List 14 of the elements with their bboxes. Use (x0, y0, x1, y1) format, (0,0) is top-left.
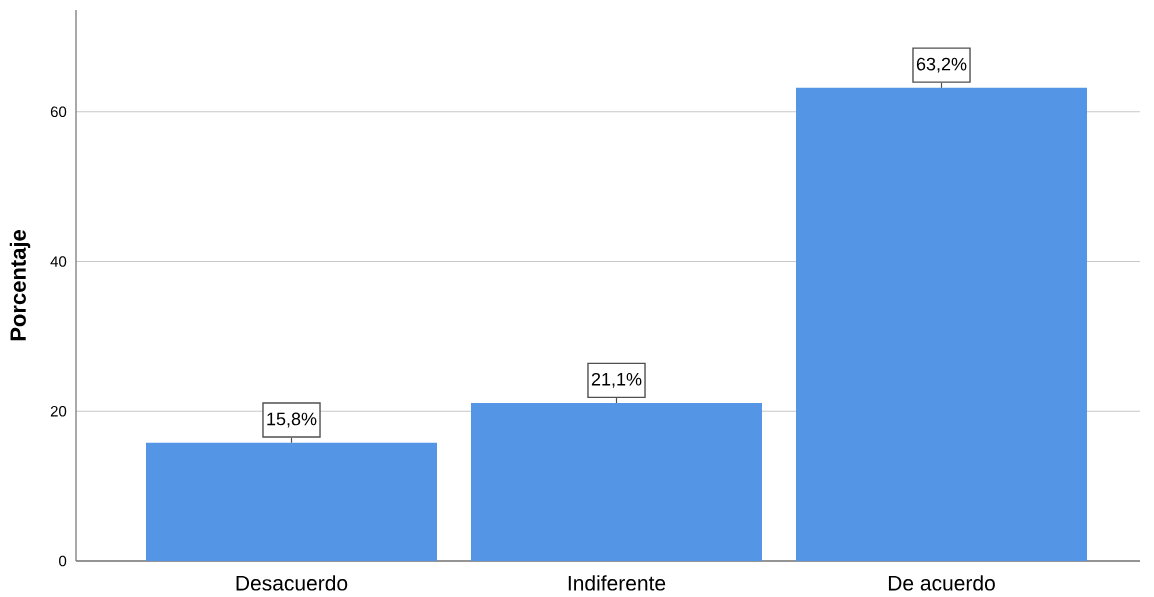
y-tick-label: 60 (50, 106, 67, 118)
y-tick-label: 0 (59, 555, 67, 567)
data-label: 63,2% (916, 57, 967, 73)
x-tick-label: De acuerdo (888, 575, 995, 591)
bar (796, 87, 1088, 561)
bar (146, 442, 437, 561)
y-axis-title: Porcentaje (9, 230, 31, 341)
data-label: 21,1% (591, 372, 642, 388)
y-tick-label: 20 (50, 405, 67, 417)
x-tick-label: Indiferente (568, 575, 666, 591)
data-label: 15,8% (267, 412, 317, 428)
bar (471, 403, 763, 561)
y-tick-label: 40 (50, 256, 67, 267)
x-tick-label: Desacuerdo (236, 575, 348, 591)
